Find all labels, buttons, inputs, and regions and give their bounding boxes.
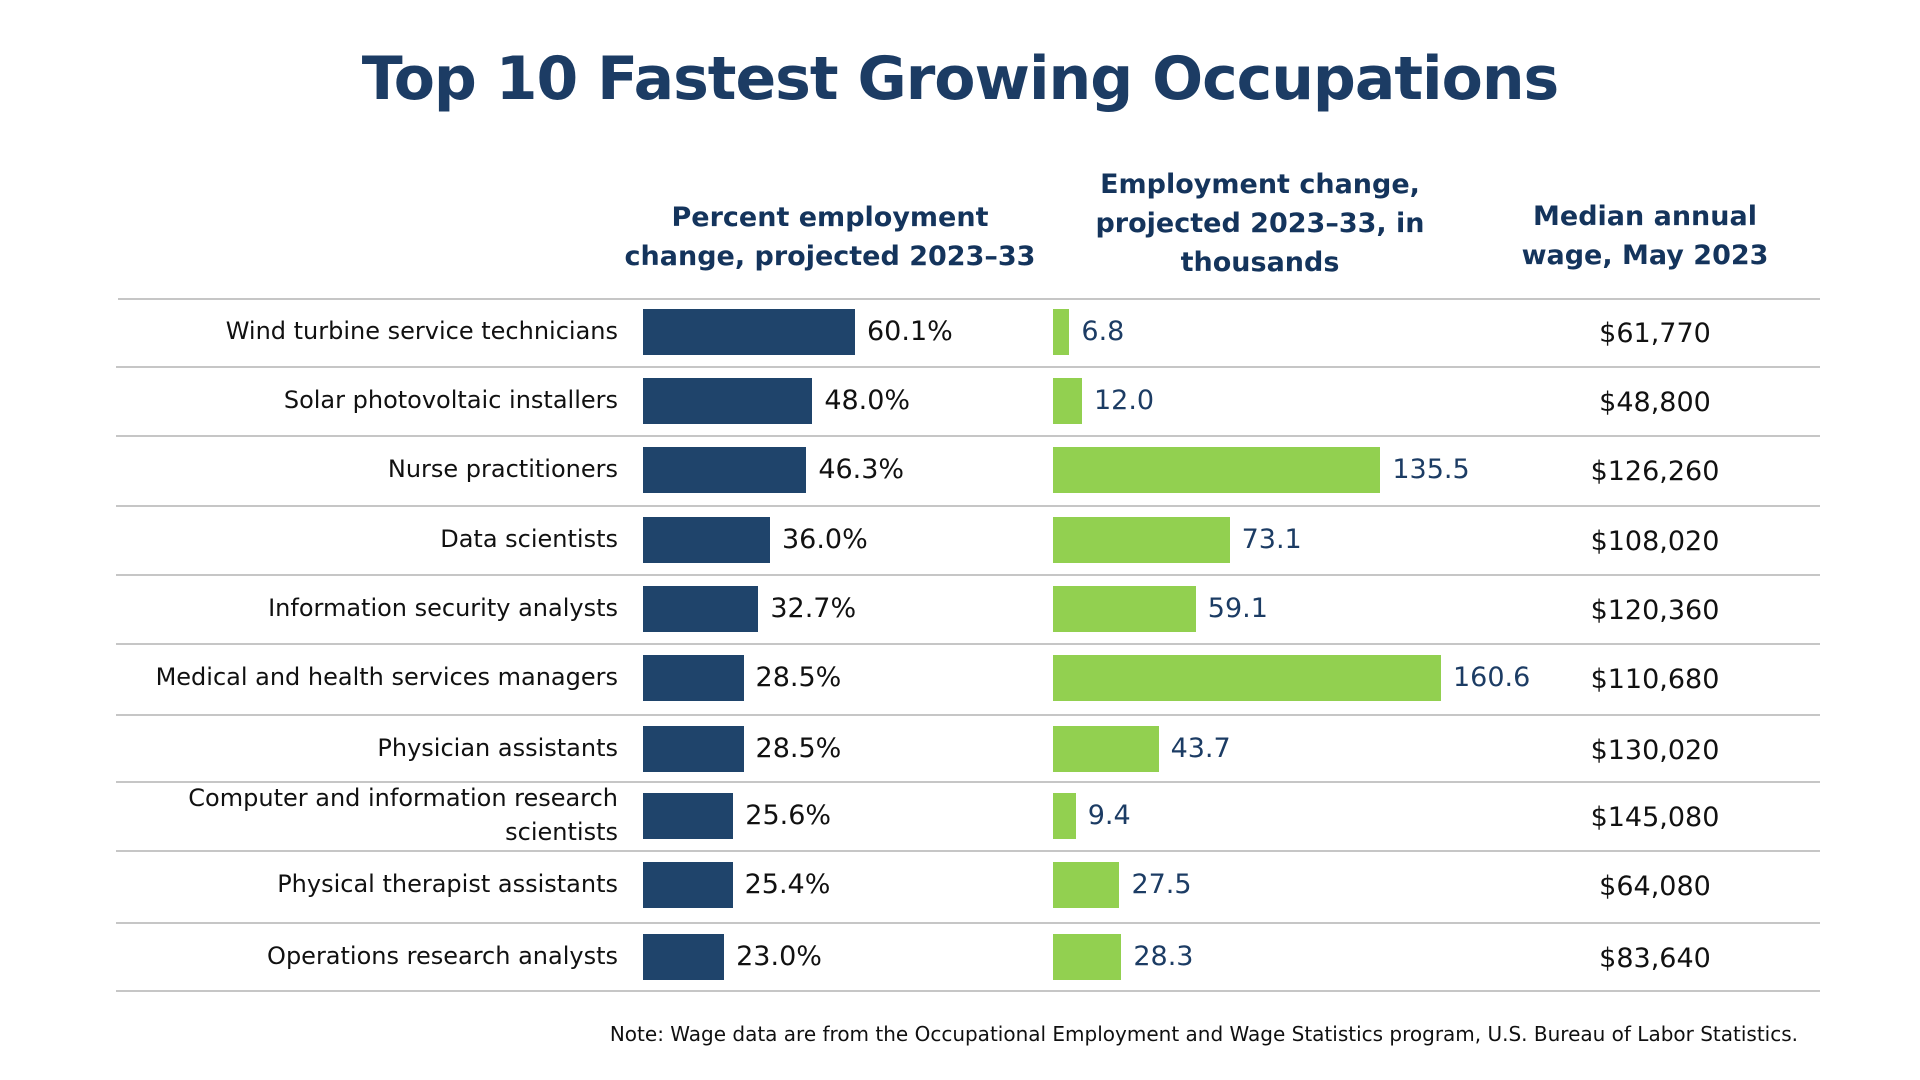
category-label-line: Physical therapist assistants	[277, 869, 618, 898]
employment-change-bar	[1053, 793, 1076, 839]
employment-change-bar	[1053, 517, 1230, 563]
percent-change-bar	[643, 447, 807, 493]
percent-change-bar	[643, 378, 813, 424]
employment-change-value: 59.1	[1207, 593, 1268, 624]
percent-change-value: 48.0%	[824, 385, 911, 416]
category-label-line: Solar photovoltaic installers	[283, 385, 618, 414]
category-label: Nurse practitioners	[140, 452, 618, 486]
category-label: Physician assistants	[140, 731, 618, 765]
category-label-line: Wind turbine service technicians	[225, 316, 618, 345]
median-wage-value: $130,020	[1590, 735, 1720, 766]
employment-change-value: 43.7	[1170, 733, 1231, 764]
footnote: Note: Wage data are from the Occupationa…	[609, 1022, 1798, 1046]
chart-title: Top 10 Fastest Growing Occupations	[361, 44, 1560, 114]
row-divider	[116, 922, 1820, 924]
percent-change-value: 46.3%	[818, 454, 905, 485]
median-wage-value: $61,770	[1599, 318, 1711, 349]
median-wage-header: Median annual wage, May 2023	[1521, 201, 1769, 271]
percent-change-value: 23.0%	[736, 941, 822, 972]
row-divider	[116, 990, 1820, 992]
percent-change-value: 60.1%	[867, 316, 953, 347]
employment-change-value: 6.8	[1081, 316, 1125, 347]
employment-change-header: Employment change, projected 2023–33, in…	[1095, 169, 1425, 278]
employment-change-value: 73.1	[1241, 524, 1302, 555]
percent-change-bar	[643, 793, 734, 839]
percent-change-bar	[643, 934, 725, 980]
row-divider	[118, 298, 1820, 300]
employment-change-bar	[1053, 586, 1196, 632]
employment-change-value: 27.5	[1131, 869, 1192, 900]
employment-change-bar	[1053, 726, 1159, 772]
row-divider	[116, 505, 1820, 507]
percent-change-header: Percent employment change, projected 202…	[624, 202, 1036, 272]
employment-change-bar	[1053, 378, 1082, 424]
median-wage-value: $83,640	[1599, 943, 1711, 974]
row-divider	[116, 435, 1820, 437]
row-divider	[116, 850, 1820, 852]
category-label: Data scientists	[140, 522, 618, 556]
row-divider	[116, 714, 1820, 716]
category-label-line: Medical and health services managers	[155, 662, 618, 691]
category-label: Solar photovoltaic installers	[140, 383, 618, 417]
category-label-line: Computer and information research	[188, 783, 618, 812]
percent-change-bar	[643, 517, 770, 563]
category-label: Information security analysts	[140, 591, 618, 625]
category-label: Physical therapist assistants	[140, 867, 618, 901]
row-divider	[116, 643, 1820, 645]
employment-change-value: 135.5	[1392, 454, 1470, 485]
employment-change-value: 28.3	[1133, 941, 1194, 972]
employment-change-bar	[1053, 934, 1122, 980]
median-wage-value: $110,680	[1590, 664, 1720, 695]
percent-change-value: 28.5%	[755, 662, 842, 693]
median-wage-value: $64,080	[1599, 871, 1711, 902]
category-label-line: scientists	[505, 817, 618, 846]
percent-change-bar	[643, 586, 759, 632]
category-label-line: Operations research analysts	[267, 941, 618, 970]
row-divider	[116, 574, 1820, 576]
employment-change-bar	[1053, 309, 1070, 355]
percent-change-value: 25.4%	[744, 869, 831, 900]
category-label-line: Nurse practitioners	[387, 454, 618, 483]
median-wage-value: $145,080	[1590, 802, 1720, 833]
median-wage-value: $48,800	[1599, 387, 1711, 418]
employment-change-bar	[1053, 862, 1120, 908]
category-label-line: Physician assistants	[377, 733, 618, 762]
employment-change-bar	[1053, 447, 1381, 493]
category-label: Computer and information research scienti…	[140, 781, 618, 849]
percent-change-value: 36.0%	[781, 524, 868, 555]
percent-change-bar	[643, 309, 855, 355]
percent-change-bar	[643, 655, 744, 701]
percent-change-value: 28.5%	[755, 733, 842, 764]
category-label: Operations research analysts	[140, 939, 618, 973]
row-divider	[116, 366, 1820, 368]
median-wage-value: $126,260	[1590, 456, 1720, 487]
employment-change-bar	[1053, 655, 1441, 701]
employment-change-value: 9.4	[1087, 800, 1131, 831]
percent-change-bar	[643, 726, 744, 772]
row-divider	[116, 781, 1820, 783]
category-label: Wind turbine service technicians	[140, 314, 618, 348]
category-label-line: Information security analysts	[268, 593, 618, 622]
category-label-line: Data scientists	[440, 524, 618, 553]
percent-change-value: 32.7%	[770, 593, 857, 624]
percent-change-value: 25.6%	[745, 800, 832, 831]
median-wage-value: $120,360	[1590, 595, 1720, 626]
median-wage-value: $108,020	[1590, 526, 1720, 557]
percent-change-bar	[643, 862, 733, 908]
employment-change-value: 12.0	[1093, 385, 1155, 416]
employment-change-value: 160.6	[1453, 662, 1531, 693]
category-label: Medical and health services managers	[140, 660, 618, 694]
